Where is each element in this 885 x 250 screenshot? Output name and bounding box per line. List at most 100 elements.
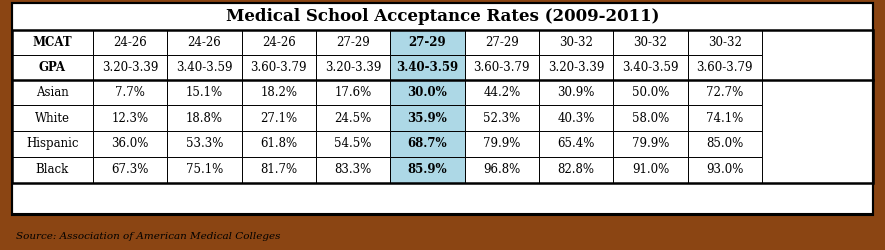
Bar xyxy=(93,131,167,157)
Text: 3.40-3.59: 3.40-3.59 xyxy=(396,61,458,74)
Bar xyxy=(688,80,762,105)
Bar xyxy=(539,30,613,55)
Bar xyxy=(465,80,539,105)
Bar xyxy=(12,3,873,214)
Text: 81.7%: 81.7% xyxy=(260,163,297,176)
Text: 3.20-3.39: 3.20-3.39 xyxy=(325,61,381,74)
Bar xyxy=(12,131,93,157)
Text: 93.0%: 93.0% xyxy=(706,163,743,176)
Text: 85.0%: 85.0% xyxy=(706,138,743,150)
Text: 35.9%: 35.9% xyxy=(408,112,447,125)
Bar xyxy=(613,55,688,80)
Text: 68.7%: 68.7% xyxy=(408,138,447,150)
Bar xyxy=(242,55,316,80)
Text: 24-26: 24-26 xyxy=(262,36,296,49)
Bar xyxy=(390,80,465,105)
Text: 96.8%: 96.8% xyxy=(483,163,520,176)
Text: 30-32: 30-32 xyxy=(708,36,742,49)
Bar xyxy=(465,105,539,131)
Bar xyxy=(242,131,316,157)
Text: 3.40-3.59: 3.40-3.59 xyxy=(176,61,233,74)
Bar xyxy=(688,157,762,182)
Text: 27-29: 27-29 xyxy=(409,36,446,49)
Bar xyxy=(688,105,762,131)
Text: 3.20-3.39: 3.20-3.39 xyxy=(102,61,158,74)
Text: Source: Association of American Medical Colleges: Source: Association of American Medical … xyxy=(16,232,281,241)
Text: 54.5%: 54.5% xyxy=(335,138,372,150)
Bar xyxy=(93,80,167,105)
Bar xyxy=(242,30,316,55)
Bar xyxy=(167,30,242,55)
Text: 82.8%: 82.8% xyxy=(558,163,595,176)
Text: 3.40-3.59: 3.40-3.59 xyxy=(622,61,679,74)
Bar xyxy=(242,105,316,131)
Text: 12.3%: 12.3% xyxy=(112,112,149,125)
Text: 83.3%: 83.3% xyxy=(335,163,372,176)
Text: 75.1%: 75.1% xyxy=(186,163,223,176)
Text: 3.20-3.39: 3.20-3.39 xyxy=(548,61,604,74)
Bar xyxy=(242,80,316,105)
Bar xyxy=(539,105,613,131)
Text: 30.9%: 30.9% xyxy=(558,86,595,99)
Text: 3.60-3.79: 3.60-3.79 xyxy=(696,61,753,74)
Text: 40.3%: 40.3% xyxy=(558,112,595,125)
Text: 79.9%: 79.9% xyxy=(632,138,669,150)
Text: 15.1%: 15.1% xyxy=(186,86,223,99)
Bar xyxy=(688,30,762,55)
Bar xyxy=(539,131,613,157)
Text: 18.8%: 18.8% xyxy=(186,112,223,125)
Text: Medical School Acceptance Rates (2009-2011): Medical School Acceptance Rates (2009-20… xyxy=(226,8,659,25)
Bar xyxy=(167,55,242,80)
Bar xyxy=(390,55,465,80)
Text: 18.2%: 18.2% xyxy=(260,86,297,99)
Text: Black: Black xyxy=(35,163,69,176)
Text: 65.4%: 65.4% xyxy=(558,138,595,150)
Text: 24-26: 24-26 xyxy=(113,36,147,49)
Bar xyxy=(390,157,465,182)
Text: 44.2%: 44.2% xyxy=(483,86,520,99)
Bar xyxy=(93,30,167,55)
Text: 58.0%: 58.0% xyxy=(632,112,669,125)
Bar xyxy=(613,131,688,157)
Bar xyxy=(613,80,688,105)
Text: 24-26: 24-26 xyxy=(188,36,221,49)
Bar xyxy=(167,80,242,105)
Text: White: White xyxy=(35,112,70,125)
Text: 91.0%: 91.0% xyxy=(632,163,669,176)
Text: 72.7%: 72.7% xyxy=(706,86,743,99)
Bar xyxy=(390,105,465,131)
Text: GPA: GPA xyxy=(39,61,65,74)
Text: 36.0%: 36.0% xyxy=(112,138,149,150)
Bar xyxy=(316,80,390,105)
Text: 53.3%: 53.3% xyxy=(186,138,223,150)
Bar xyxy=(539,157,613,182)
Text: 30-32: 30-32 xyxy=(559,36,593,49)
Text: 67.3%: 67.3% xyxy=(112,163,149,176)
Text: 30.0%: 30.0% xyxy=(408,86,447,99)
Bar xyxy=(242,157,316,182)
Text: 17.6%: 17.6% xyxy=(335,86,372,99)
Bar xyxy=(316,157,390,182)
Text: 3.60-3.79: 3.60-3.79 xyxy=(473,61,530,74)
Bar xyxy=(12,105,93,131)
Bar xyxy=(465,131,539,157)
Text: MCAT: MCAT xyxy=(33,36,72,49)
Bar xyxy=(688,131,762,157)
Text: 7.7%: 7.7% xyxy=(115,86,145,99)
Bar xyxy=(93,55,167,80)
Text: 85.9%: 85.9% xyxy=(408,163,447,176)
Bar xyxy=(316,30,390,55)
Text: 27-29: 27-29 xyxy=(485,36,519,49)
Bar xyxy=(167,131,242,157)
Text: 79.9%: 79.9% xyxy=(483,138,520,150)
Bar xyxy=(613,30,688,55)
Text: 30-32: 30-32 xyxy=(634,36,667,49)
Bar xyxy=(12,3,873,214)
Text: 27.1%: 27.1% xyxy=(260,112,297,125)
Bar xyxy=(12,30,93,55)
Bar xyxy=(688,55,762,80)
Bar xyxy=(390,30,465,55)
Bar xyxy=(12,157,93,182)
Text: 3.60-3.79: 3.60-3.79 xyxy=(250,61,307,74)
Bar xyxy=(12,55,93,80)
